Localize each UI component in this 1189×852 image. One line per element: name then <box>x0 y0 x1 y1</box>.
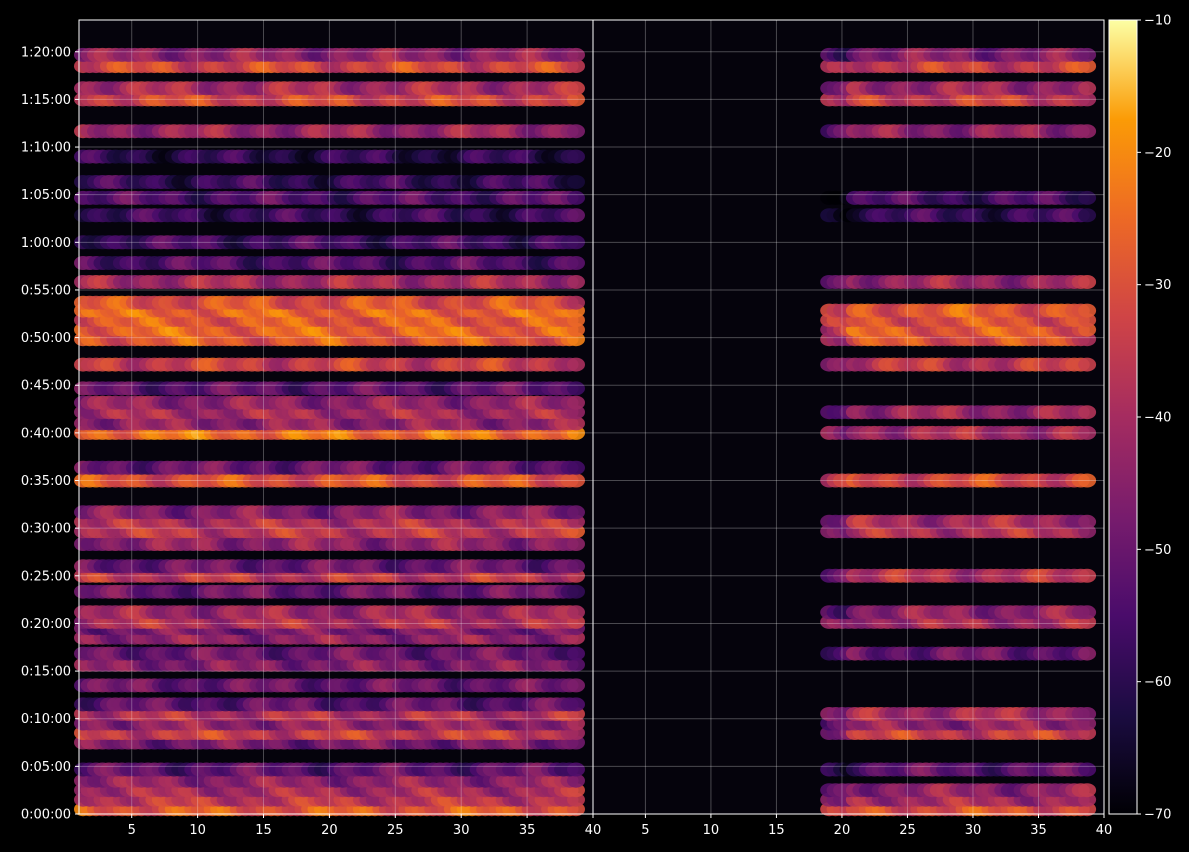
heat-cell <box>567 81 585 96</box>
heat-cell <box>1078 47 1097 62</box>
x-tick-label: 5 <box>128 823 136 838</box>
heat-cell <box>567 395 585 410</box>
heat-cell <box>567 537 585 551</box>
x-tick-label: 5 <box>641 823 649 838</box>
heat-cell <box>567 256 585 270</box>
heat-cell <box>567 381 585 396</box>
heat-cell <box>567 190 585 205</box>
heat-cell <box>567 559 585 574</box>
heat-cell <box>567 47 585 62</box>
heat-cell <box>567 605 585 620</box>
right-panel <box>593 20 1104 817</box>
x-tick-label: 30 <box>453 823 470 838</box>
heat-cell <box>1078 783 1097 798</box>
heat-cell <box>567 762 585 777</box>
heat-cell <box>567 678 585 693</box>
heat-cell <box>567 357 585 372</box>
heat-cell <box>1078 81 1097 96</box>
left-panel <box>74 20 593 817</box>
heat-cell <box>1078 357 1097 372</box>
heat-cell <box>1078 514 1097 529</box>
heat-cell <box>567 149 585 164</box>
heat-cell <box>1078 190 1097 205</box>
heat-cell <box>567 697 585 712</box>
heat-cell <box>1078 646 1097 661</box>
heat-cell <box>567 124 585 139</box>
x-tick-label: 25 <box>387 823 404 838</box>
heat-cell <box>567 646 585 661</box>
heat-cell <box>1078 605 1097 620</box>
heat-cell <box>567 473 585 488</box>
heat-cell <box>1078 275 1097 289</box>
heat-cell <box>1078 124 1097 139</box>
heat-cell <box>1078 303 1097 318</box>
heat-cell <box>567 208 585 223</box>
heat-cell <box>567 773 585 788</box>
x-tick-label: 10 <box>703 823 720 838</box>
heat-cell <box>1078 762 1097 777</box>
heat-cell <box>567 295 585 310</box>
heat-cell <box>567 460 585 475</box>
x-tick-label: 40 <box>585 823 602 838</box>
x-tick-label: 20 <box>321 823 338 838</box>
heat-cell <box>567 584 585 599</box>
x-tick-label: 35 <box>519 823 536 838</box>
heat-cell <box>567 657 585 672</box>
heat-cell <box>1078 405 1097 420</box>
heat-cell <box>567 175 585 189</box>
x-tick-label: 15 <box>255 823 272 838</box>
heat-cell <box>1078 208 1097 223</box>
heat-cell <box>567 505 585 520</box>
heat-cell <box>567 275 585 289</box>
x-tick-label: 10 <box>189 823 206 838</box>
